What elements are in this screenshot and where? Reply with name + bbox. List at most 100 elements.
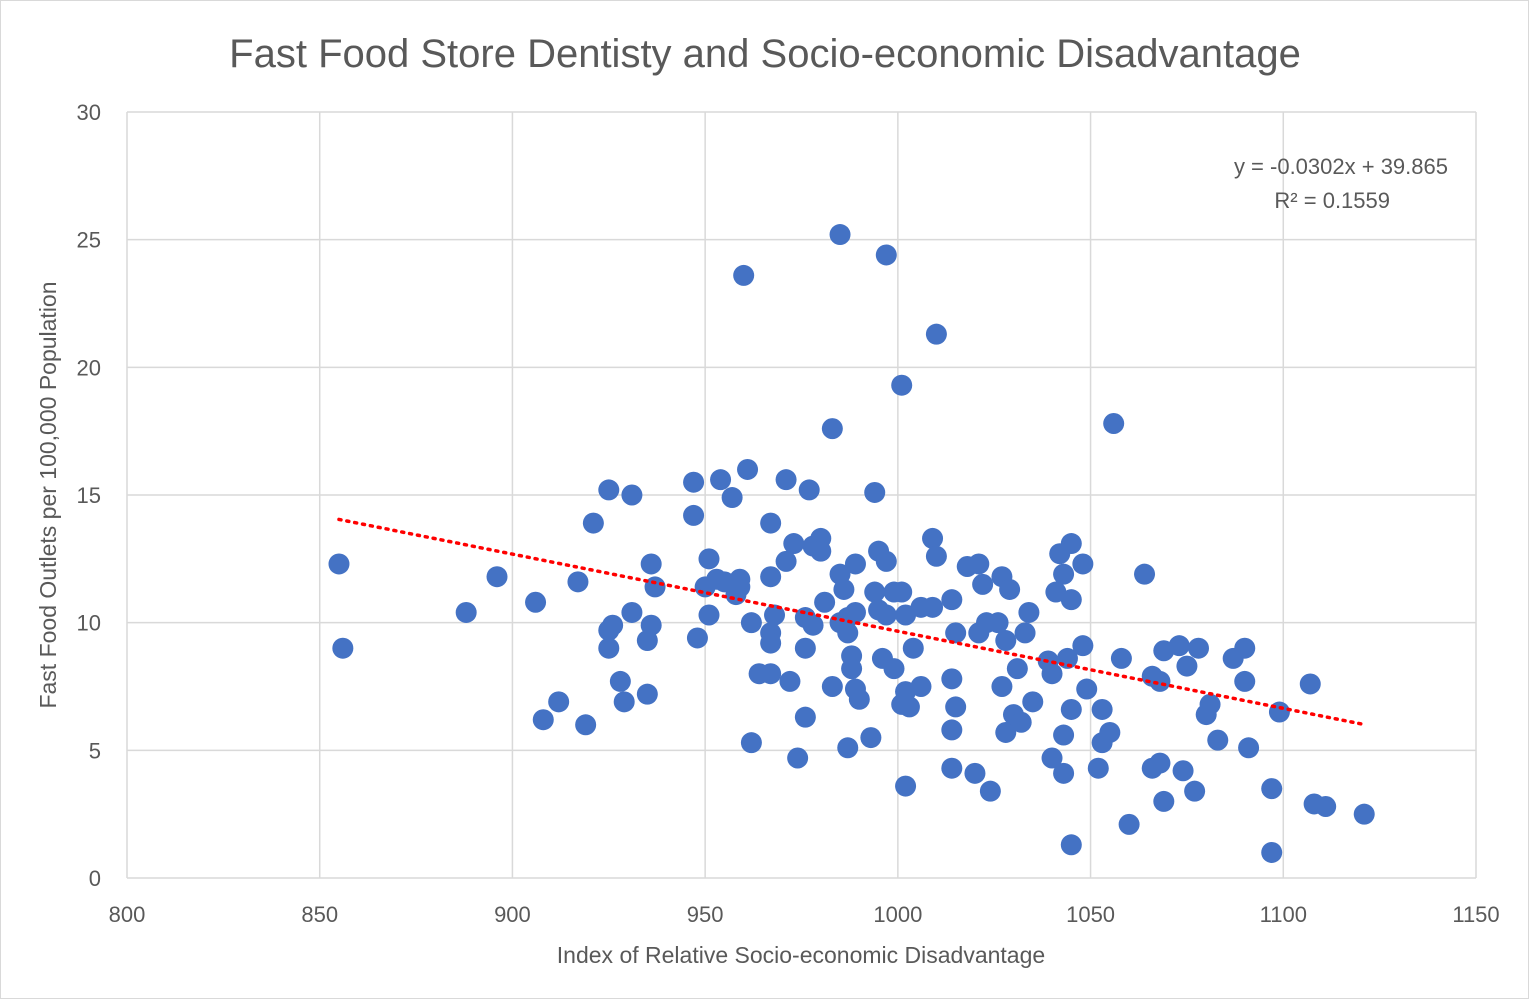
data-point xyxy=(1168,635,1190,657)
data-point xyxy=(922,527,944,549)
data-point xyxy=(1060,533,1082,555)
data-point xyxy=(848,688,870,710)
data-point xyxy=(609,670,631,692)
x-axis-title: Index of Relative Socio-economic Disadva… xyxy=(557,942,1045,968)
data-point xyxy=(844,601,866,623)
data-point xyxy=(1091,698,1113,720)
x-tick-label: 850 xyxy=(301,902,338,927)
data-point xyxy=(1153,790,1175,812)
y-tick-label: 15 xyxy=(77,483,101,508)
data-point xyxy=(810,540,832,562)
data-point xyxy=(794,706,816,728)
data-point xyxy=(999,578,1021,600)
data-point xyxy=(864,481,886,503)
data-point xyxy=(987,612,1009,634)
data-point xyxy=(995,721,1017,743)
data-point xyxy=(964,762,986,784)
data-point xyxy=(1087,757,1109,779)
data-point xyxy=(1006,658,1028,680)
data-point xyxy=(821,676,843,697)
data-point xyxy=(814,591,836,613)
data-point xyxy=(729,568,751,590)
data-point xyxy=(991,676,1013,697)
data-point xyxy=(1299,673,1321,695)
data-point xyxy=(328,553,350,575)
data-point xyxy=(1041,747,1063,769)
data-point xyxy=(1010,711,1032,733)
data-point xyxy=(1060,698,1082,720)
data-point xyxy=(972,573,994,595)
chart-title: Fast Food Store Dentisty and Socio-econo… xyxy=(229,32,1301,76)
data-point xyxy=(1261,778,1283,800)
data-point xyxy=(598,637,620,659)
data-point xyxy=(891,581,913,603)
data-point xyxy=(525,591,547,613)
data-point xyxy=(737,458,759,480)
y-axis-ticks: 0 5 10 15 20 25 30 xyxy=(77,100,101,891)
x-tick-label: 1100 xyxy=(1260,902,1307,927)
data-point xyxy=(1315,796,1337,818)
data-point xyxy=(1234,637,1256,659)
data-point xyxy=(455,601,477,623)
data-point xyxy=(1072,635,1094,657)
data-points xyxy=(328,224,1375,863)
data-point xyxy=(941,668,963,690)
data-point xyxy=(1110,647,1132,669)
data-point xyxy=(1060,589,1082,611)
data-point xyxy=(764,604,786,626)
data-point xyxy=(891,374,913,396)
y-tick-label: 10 xyxy=(77,611,101,636)
data-point xyxy=(837,737,859,759)
y-tick-label: 5 xyxy=(89,738,101,763)
data-point xyxy=(922,596,944,618)
data-point xyxy=(1018,601,1040,623)
data-point xyxy=(621,484,643,506)
data-point xyxy=(1184,780,1206,802)
trendline-equation: y = -0.0302x + 39.865 xyxy=(1234,154,1448,179)
data-point xyxy=(1103,413,1125,435)
data-point xyxy=(740,732,762,754)
data-point xyxy=(532,709,554,731)
data-point xyxy=(895,775,917,797)
data-point xyxy=(1149,670,1171,692)
x-tick-label: 1000 xyxy=(873,902,922,927)
data-point xyxy=(710,469,732,491)
data-point xyxy=(640,553,662,575)
data-point xyxy=(575,714,597,736)
data-point xyxy=(683,504,705,526)
y-tick-label: 25 xyxy=(77,228,101,253)
data-point xyxy=(613,691,635,713)
data-point xyxy=(925,323,947,345)
x-tick-label: 1050 xyxy=(1066,902,1115,927)
data-point xyxy=(864,581,886,603)
data-point xyxy=(683,471,705,493)
data-point xyxy=(925,545,947,567)
data-point xyxy=(582,512,604,534)
data-point xyxy=(698,604,720,626)
data-point xyxy=(798,479,820,501)
data-point xyxy=(910,676,932,697)
trendline xyxy=(337,517,1366,727)
data-point xyxy=(829,224,851,246)
x-tick-label: 1150 xyxy=(1452,902,1499,927)
data-point xyxy=(875,550,897,572)
data-point xyxy=(1099,721,1121,743)
x-tick-label: 900 xyxy=(494,902,531,927)
data-point xyxy=(941,719,963,741)
x-axis-ticks: 800 850 900 950 1000 1050 1100 1150 xyxy=(109,902,1500,927)
data-point xyxy=(1187,637,1209,659)
data-point xyxy=(332,637,354,659)
data-point xyxy=(644,576,666,598)
data-point xyxy=(548,691,570,713)
data-point xyxy=(1053,724,1075,746)
data-point xyxy=(995,630,1017,652)
data-point xyxy=(1014,622,1036,644)
data-point xyxy=(740,612,762,634)
data-point xyxy=(1053,563,1075,585)
data-point xyxy=(979,780,1001,802)
data-point xyxy=(1207,729,1229,751)
data-point xyxy=(760,566,782,588)
data-point xyxy=(841,658,863,680)
x-tick-label: 800 xyxy=(109,902,146,927)
